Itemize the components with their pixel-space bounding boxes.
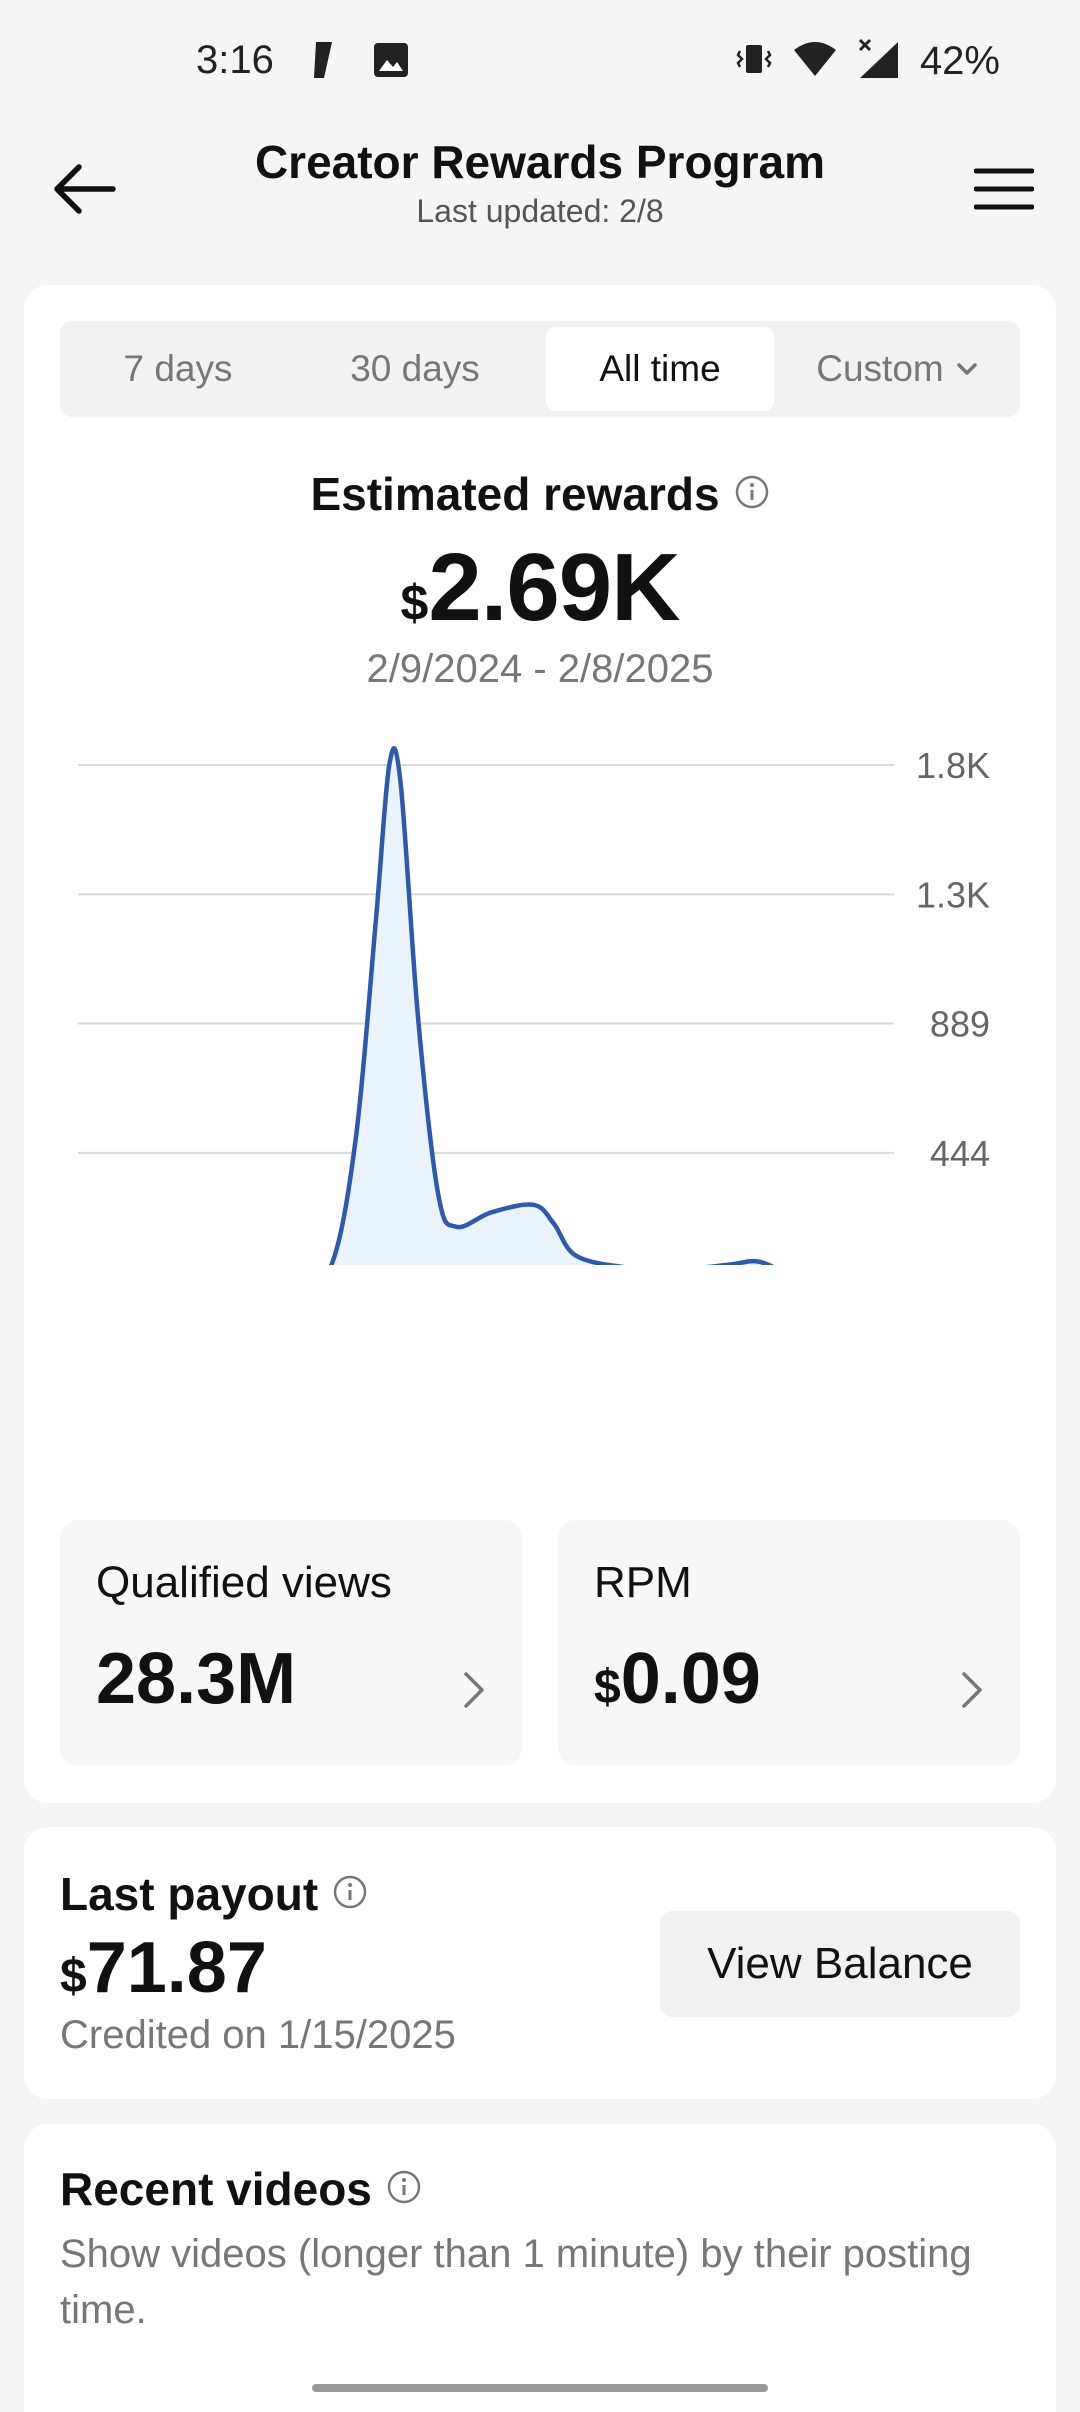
payout-card: Last payout $71.87 Credited on 1/15/2025… <box>24 1827 1056 2099</box>
y-tick-label: 1.3K <box>916 874 990 915</box>
app-header: Creator Rewards Program Last updated: 2/… <box>0 125 1080 255</box>
status-time: 3:16 <box>196 38 274 82</box>
gesture-nav-handle[interactable] <box>312 2384 768 2392</box>
qualified-views-card[interactable]: Qualified views 28.3M <box>60 1520 522 1766</box>
last-updated: Last updated: 2/8 <box>416 193 664 229</box>
image-icon <box>372 41 410 84</box>
y-tick-label: 0 <box>970 1262 990 1265</box>
series-line <box>328 746 775 1265</box>
info-icon[interactable] <box>734 474 770 515</box>
status-bar: 3:16 42% <box>0 0 1080 120</box>
range-tabs: 7 days 30 days All time Custom <box>60 321 1020 417</box>
vibrate-icon <box>734 39 774 84</box>
info-icon[interactable] <box>386 2169 422 2210</box>
hamburger-icon <box>974 168 1034 210</box>
arrow-left-icon <box>54 164 116 214</box>
wifi-icon <box>792 40 838 83</box>
last-payout-value: $71.87 <box>60 1928 267 2008</box>
y-tick-label: 1.8K <box>916 745 990 786</box>
chevron-right-icon <box>464 1672 484 1708</box>
estimated-amount: 2.69K <box>428 534 680 641</box>
cell-signal-icon <box>856 38 902 85</box>
recent-videos-card: Recent videos Show videos (longer than 1… <box>24 2124 1056 2412</box>
estimated-rewards-label: Estimated rewards <box>310 468 720 520</box>
back-button[interactable] <box>48 153 120 225</box>
rewards-chart: 1.8K1.3K8894440FebAprJunAugOctDecFeb <box>78 745 990 1265</box>
series-area <box>331 748 769 1265</box>
chevron-right-icon <box>962 1672 982 1708</box>
qualified-views-value: 28.3M <box>96 1639 297 1719</box>
currency-symbol: $ <box>400 575 429 631</box>
metric-label: Qualified views <box>96 1558 392 1607</box>
view-balance-button[interactable]: View Balance <box>660 1911 1020 2017</box>
rpm-card[interactable]: RPM $0.09 <box>558 1520 1020 1766</box>
tab-7-days[interactable]: 7 days <box>123 348 233 389</box>
menu-button[interactable] <box>968 153 1040 225</box>
rewards-card: 7 days 30 days All time Custom Estimated… <box>24 285 1056 1803</box>
last-payout-label: Last payout <box>60 1868 319 1920</box>
y-tick-label: 444 <box>930 1133 990 1174</box>
recent-videos-description: Show videos (longer than 1 minute) by th… <box>60 2232 972 2332</box>
recent-videos-label: Recent videos <box>60 2163 372 2215</box>
chevron-down-icon <box>956 363 977 375</box>
tab-all-time[interactable]: All time <box>546 327 774 411</box>
tab-custom-label: Custom <box>816 348 944 389</box>
rpm-value: $0.09 <box>594 1639 761 1719</box>
y-tick-label: 889 <box>930 1004 990 1045</box>
page-title: Creator Rewards Program <box>254 136 826 188</box>
estimated-rewards-value: $2.69K <box>24 533 1056 643</box>
signal-y-icon <box>306 40 342 85</box>
battery-level: 42% <box>919 39 1000 83</box>
tab-30-days[interactable]: 30 days <box>350 348 480 389</box>
date-range: 2/9/2024 - 2/8/2025 <box>366 647 714 691</box>
credited-date: Credited on 1/15/2025 <box>60 2013 456 2057</box>
tab-custom[interactable]: Custom <box>780 327 1014 411</box>
metric-label: RPM <box>594 1558 692 1607</box>
info-icon[interactable] <box>332 1874 368 1915</box>
